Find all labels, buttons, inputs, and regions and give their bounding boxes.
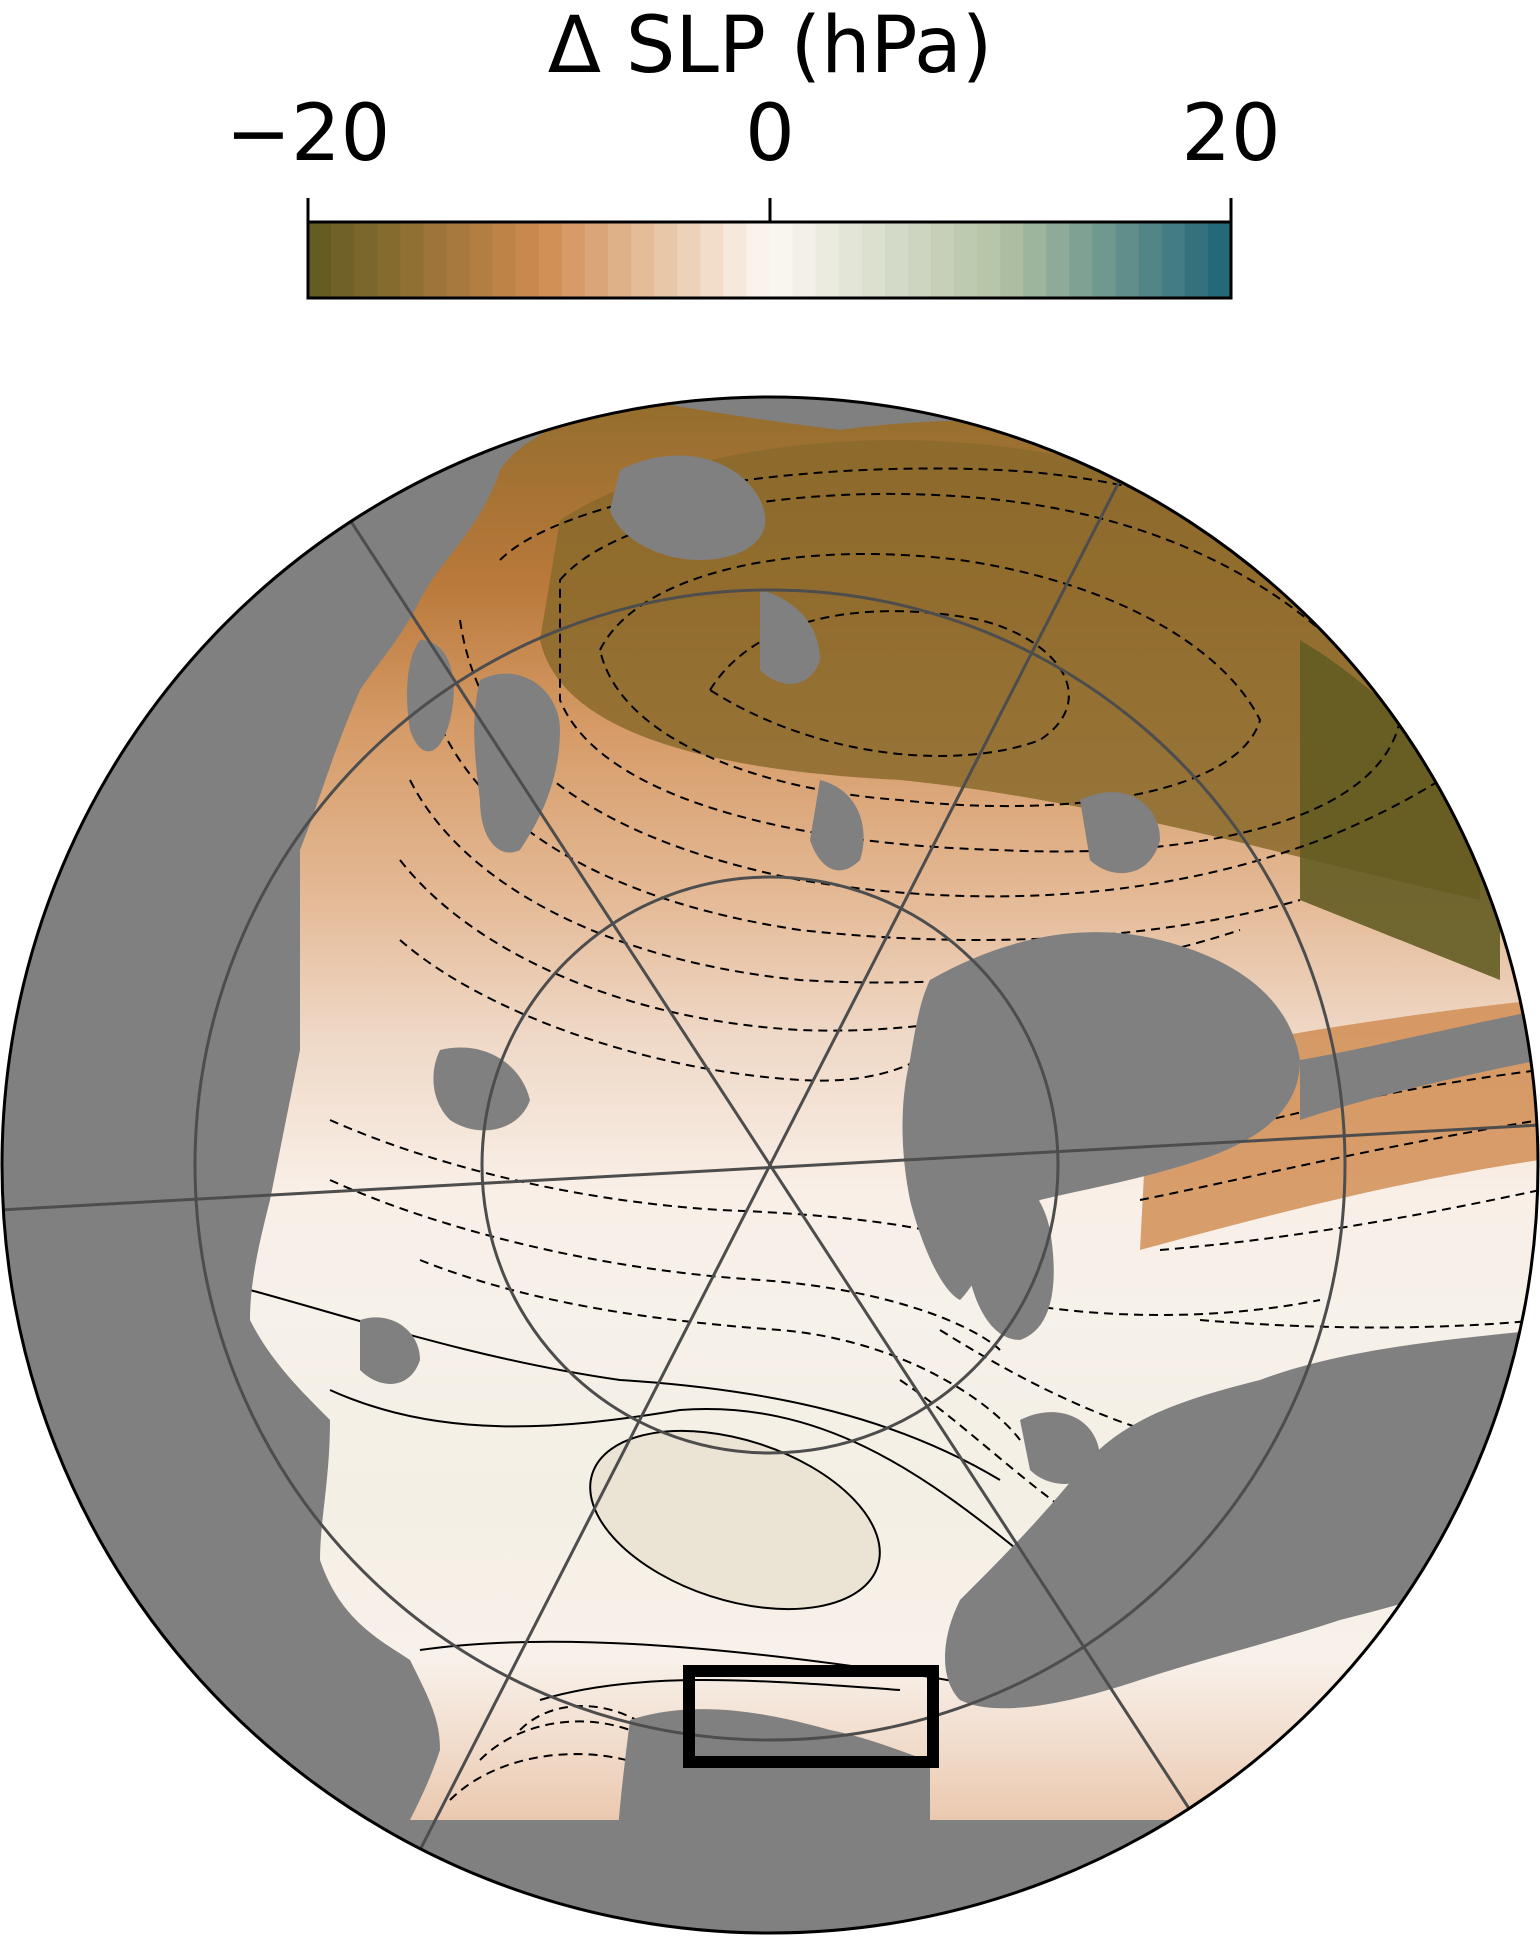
colorbar-segment bbox=[700, 222, 724, 298]
colorbar-segment bbox=[400, 222, 424, 298]
latitude-circle-outer bbox=[193, 588, 1347, 1742]
colorbar-segment bbox=[1161, 222, 1186, 298]
colorbar-segment bbox=[561, 222, 586, 298]
island-land-small bbox=[810, 780, 864, 871]
colorbar-segment bbox=[607, 222, 632, 298]
colorbar-segment bbox=[977, 222, 1001, 298]
siberia-coast-land bbox=[1300, 1010, 1538, 1120]
map-boundary bbox=[0, 395, 1540, 1935]
colorbar-segment bbox=[746, 222, 771, 298]
colorbar-segment bbox=[1115, 222, 1140, 298]
graticule bbox=[2, 479, 1538, 1851]
colorbar-title: Δ SLP (hPa) bbox=[547, 1, 993, 91]
island-land bbox=[760, 590, 820, 684]
franz-josef-land bbox=[1020, 1412, 1100, 1484]
colorbar-segment bbox=[1184, 222, 1209, 298]
colorbar-tick-label-zero: 0 bbox=[745, 89, 795, 179]
meridian-line-c bbox=[2, 1123, 1538, 1212]
colorbar-segment bbox=[792, 222, 817, 298]
colorbar-segment bbox=[1207, 222, 1232, 298]
colorbar-segment bbox=[954, 222, 978, 298]
colorbar-segment bbox=[492, 222, 517, 298]
severnaya-zemlya-land bbox=[961, 1167, 1054, 1340]
colorbar-segment bbox=[446, 222, 471, 298]
negative-extreme-field bbox=[1300, 640, 1500, 980]
colorbar bbox=[306, 198, 1233, 300]
new-siberian-islands-land bbox=[1080, 792, 1160, 874]
colorbar-segment bbox=[654, 222, 678, 298]
ellesmere-fragment-land bbox=[433, 1047, 530, 1131]
colorbar-segment bbox=[469, 222, 494, 298]
colorbar-segment bbox=[1023, 222, 1047, 298]
colorbar-tick-label-max: 20 bbox=[1181, 89, 1281, 179]
colorbar-segment bbox=[815, 222, 840, 298]
colorbar-segment bbox=[423, 222, 448, 298]
colorbar-segments bbox=[308, 222, 1232, 298]
colorbar-segment bbox=[1046, 222, 1071, 298]
colorbar-segment bbox=[1138, 222, 1163, 298]
colorbar-segment bbox=[377, 222, 401, 298]
study-region-box bbox=[683, 1665, 939, 1768]
wrangel-island-land bbox=[610, 455, 766, 560]
colorbar-segment bbox=[723, 222, 748, 298]
colorbar-segment bbox=[1092, 222, 1117, 298]
novaya-zemlya-land bbox=[1140, 1441, 1210, 1504]
colorbar-segment bbox=[1069, 222, 1094, 298]
meridian-line-b bbox=[418, 479, 1122, 1851]
colorbar-segment bbox=[907, 222, 932, 298]
colorbar-segment bbox=[308, 222, 332, 298]
colorbar-tick-label-min: −20 bbox=[225, 89, 391, 179]
colorbar-segment bbox=[861, 222, 886, 298]
positive-centre-field bbox=[589, 1429, 881, 1611]
eurasia-land-lower bbox=[945, 1330, 1538, 1709]
colorbar-segment bbox=[631, 222, 655, 298]
colorbar-segment bbox=[931, 222, 955, 298]
greenland-fragment-land bbox=[360, 1317, 420, 1384]
latitude-circle-inner bbox=[480, 875, 1060, 1455]
colorbar-segment bbox=[538, 222, 563, 298]
victoria-island-land bbox=[407, 640, 454, 752]
colorbar-segment bbox=[769, 222, 794, 298]
colorbar-segment bbox=[354, 222, 378, 298]
colorbar-segment bbox=[584, 222, 609, 298]
colorbar-segment bbox=[1000, 222, 1024, 298]
colorbar-segment bbox=[838, 222, 863, 298]
colorbar-segment bbox=[515, 222, 540, 298]
colorbar-segment bbox=[884, 222, 909, 298]
colorbar-segment bbox=[331, 222, 355, 298]
colorbar-segment bbox=[677, 222, 701, 298]
